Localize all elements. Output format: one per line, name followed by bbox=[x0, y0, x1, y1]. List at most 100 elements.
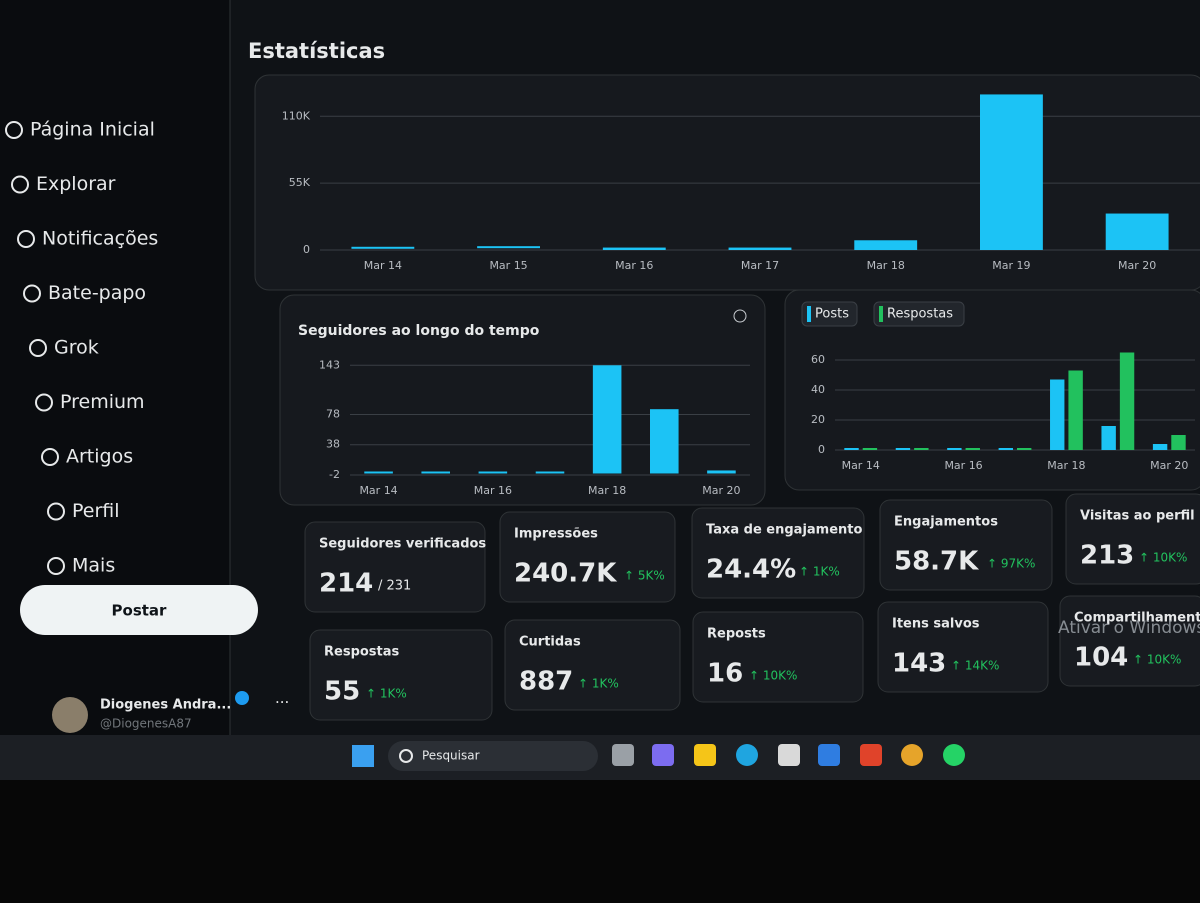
nav-icon[interactable] bbox=[29, 339, 47, 357]
stat-value: 143 bbox=[892, 649, 946, 679]
user-name[interactable]: Diogenes Andra... bbox=[100, 698, 231, 713]
stat-change: ↑ 14K% bbox=[951, 659, 999, 673]
nav-icon[interactable] bbox=[17, 230, 35, 248]
legend-label[interactable]: Posts bbox=[815, 307, 849, 322]
stat-value: 24.4% bbox=[706, 555, 796, 585]
app-icon[interactable] bbox=[736, 744, 758, 766]
nav-icon[interactable] bbox=[35, 393, 53, 412]
y-tick-label: 143 bbox=[319, 358, 340, 371]
verified-badge bbox=[235, 691, 249, 705]
y-tick-label: 0 bbox=[818, 443, 825, 456]
app-icon[interactable] bbox=[901, 744, 923, 766]
nav-item[interactable]: Artigos bbox=[66, 446, 133, 468]
nav-item[interactable]: Página Inicial bbox=[30, 119, 155, 141]
bar bbox=[592, 365, 622, 474]
stat-label: Seguidores verificados bbox=[319, 537, 486, 552]
bar bbox=[1101, 426, 1116, 450]
stat-card bbox=[1065, 493, 1200, 585]
stat-value: 104 bbox=[1074, 643, 1128, 673]
x-tick-label: Mar 14 bbox=[842, 459, 880, 472]
x-tick-label: Mar 18 bbox=[867, 259, 905, 272]
more-dots[interactable]: ··· bbox=[275, 694, 289, 712]
nav-item[interactable]: Explorar bbox=[36, 173, 116, 195]
x-tick-label: Mar 18 bbox=[1047, 459, 1085, 472]
bar bbox=[1119, 352, 1135, 450]
nav-icon[interactable] bbox=[11, 175, 29, 194]
taskbar-apps bbox=[612, 744, 965, 766]
bar bbox=[535, 471, 565, 474]
x-tick-label: Mar 19 bbox=[992, 259, 1030, 272]
post-button[interactable] bbox=[20, 585, 258, 635]
legend-item-bg[interactable] bbox=[801, 301, 858, 327]
stat-change: ↑ 1K% bbox=[366, 687, 407, 701]
stat-change: ↑ 97K% bbox=[987, 557, 1035, 571]
x-tick-label: Mar 20 bbox=[1150, 459, 1188, 472]
bar bbox=[914, 448, 929, 450]
x-tick-label: Mar 20 bbox=[702, 484, 740, 497]
y-tick-label: 38 bbox=[326, 438, 340, 451]
nav-item[interactable]: Grok bbox=[54, 337, 99, 359]
bezel bbox=[0, 780, 1200, 903]
bar bbox=[602, 247, 666, 250]
stat-total: / 231 bbox=[378, 579, 411, 594]
bar bbox=[1068, 370, 1083, 450]
bar bbox=[1017, 448, 1032, 450]
x-tick-label: Mar 15 bbox=[489, 259, 527, 272]
app-icon[interactable] bbox=[943, 744, 965, 766]
nav-item[interactable]: Bate-papo bbox=[48, 282, 146, 304]
search-label[interactable]: Pesquisar bbox=[422, 749, 480, 763]
stat-label: Itens salvos bbox=[892, 617, 980, 632]
x-tick-label: Mar 14 bbox=[364, 259, 402, 272]
bar bbox=[1152, 444, 1168, 450]
bar bbox=[477, 246, 540, 249]
legend-label[interactable]: Respostas bbox=[887, 307, 953, 322]
avatar[interactable] bbox=[52, 697, 88, 733]
legend-swatch bbox=[807, 306, 811, 322]
page-title: Estatísticas bbox=[248, 39, 385, 63]
stat-value: 55 bbox=[324, 677, 360, 707]
info-icon[interactable] bbox=[733, 309, 747, 323]
nav-item[interactable]: Perfil bbox=[72, 500, 120, 522]
bar bbox=[862, 448, 878, 450]
post-button-label[interactable]: Postar bbox=[112, 602, 168, 620]
bar bbox=[895, 448, 911, 450]
nav-icon[interactable] bbox=[41, 448, 59, 466]
taskbar bbox=[0, 735, 1200, 780]
stat-card bbox=[877, 601, 1049, 693]
legend-item-bg[interactable] bbox=[873, 301, 965, 327]
y-tick-label: 55K bbox=[289, 176, 311, 189]
stat-label: Compartilhamentos bbox=[1074, 611, 1200, 626]
nav-icon[interactable] bbox=[5, 121, 23, 139]
bar bbox=[1105, 213, 1169, 250]
app-icon[interactable] bbox=[652, 744, 674, 766]
nav-item[interactable]: Premium bbox=[60, 391, 145, 413]
app-icon[interactable] bbox=[818, 744, 840, 766]
windows-watermark: Ativar o Windows bbox=[1058, 618, 1200, 638]
app-icon[interactable] bbox=[612, 744, 634, 766]
nav-item[interactable]: Mais bbox=[72, 555, 115, 577]
stat-value: 58.7K bbox=[894, 547, 979, 577]
x-tick-label: Mar 16 bbox=[615, 259, 653, 272]
app-icon[interactable] bbox=[778, 744, 800, 766]
nav-item[interactable]: Notificações bbox=[42, 228, 158, 250]
stat-label: Respostas bbox=[324, 645, 400, 660]
nav-icon[interactable] bbox=[23, 284, 41, 303]
app-icon[interactable] bbox=[860, 744, 882, 766]
nav-icon[interactable] bbox=[47, 557, 65, 575]
y-tick-label: 78 bbox=[326, 407, 340, 420]
bar bbox=[650, 409, 679, 474]
stat-value: 240.7K bbox=[514, 559, 617, 589]
y-tick-label: 0 bbox=[303, 243, 310, 256]
bar bbox=[421, 471, 450, 474]
nav-icon[interactable] bbox=[47, 502, 65, 521]
y-tick-label: 110K bbox=[282, 109, 311, 122]
stat-change: ↑ 5K% bbox=[624, 569, 665, 583]
search-box[interactable] bbox=[388, 741, 598, 771]
bar bbox=[364, 471, 393, 474]
start-button[interactable] bbox=[352, 745, 374, 767]
user-handle[interactable]: @DiogenesA87 bbox=[100, 717, 192, 731]
stat-card bbox=[504, 619, 681, 711]
app-icon[interactable] bbox=[694, 744, 716, 766]
stat-change: ↑ 10K% bbox=[1139, 551, 1187, 565]
